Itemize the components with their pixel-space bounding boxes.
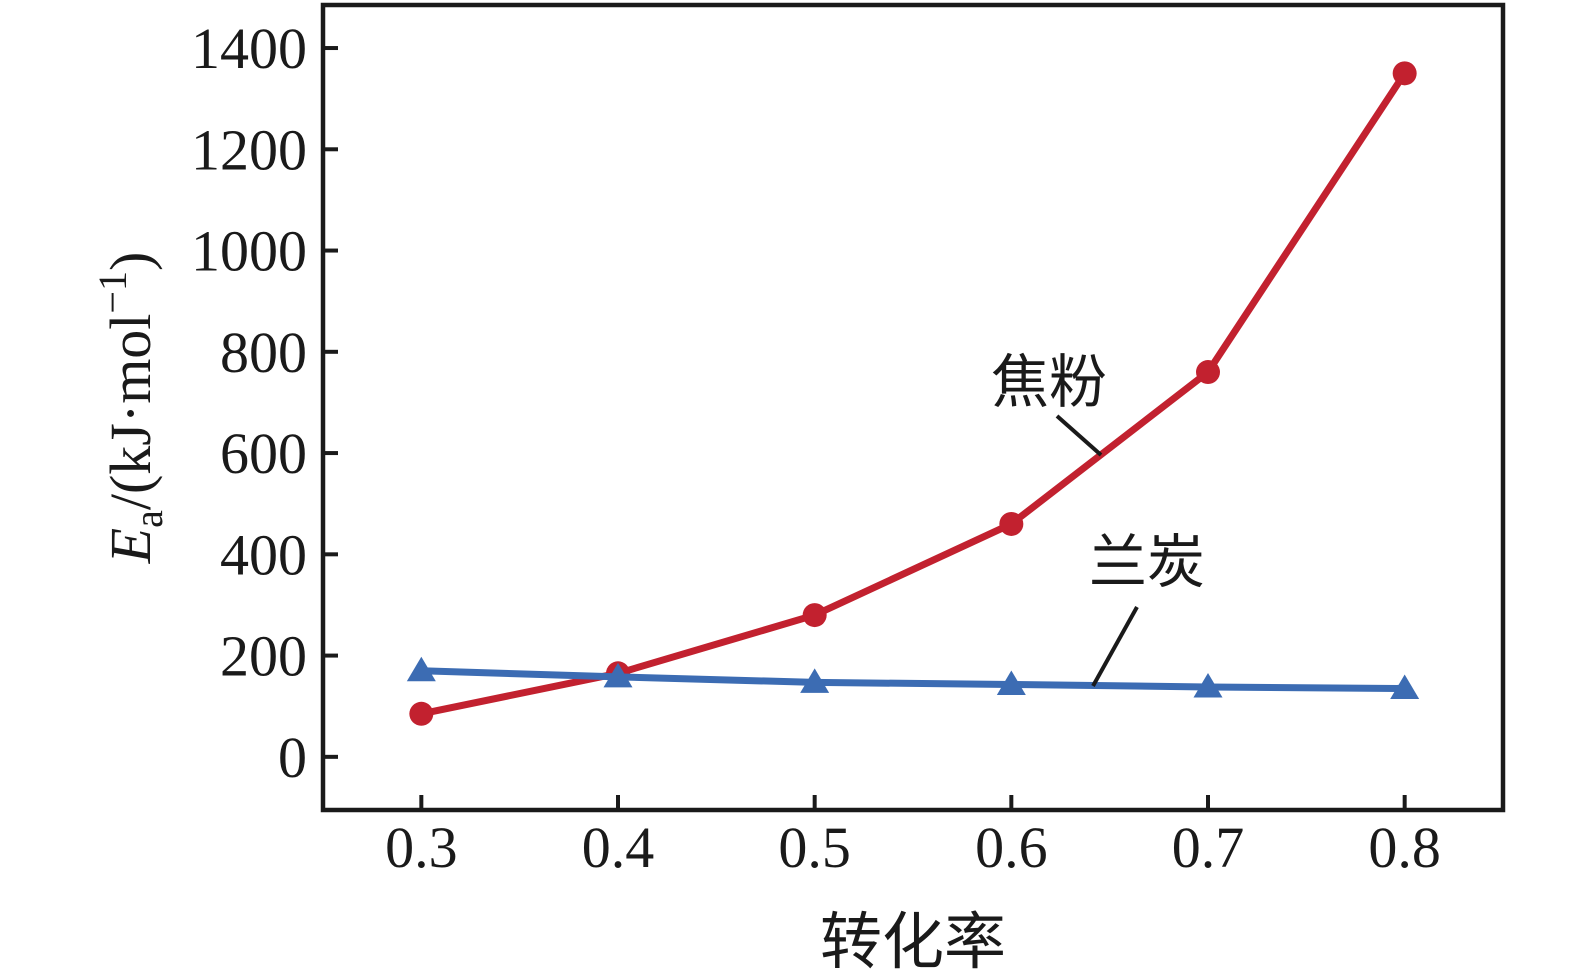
y-tick-label: 1000 xyxy=(191,219,307,284)
series-semi-coke-marker xyxy=(603,662,633,688)
x-tick-label: 0.7 xyxy=(1172,815,1245,880)
plot-frame xyxy=(320,2,1506,813)
y-tick-label: 0 xyxy=(278,725,307,790)
y-tick-label: 1400 xyxy=(191,16,307,81)
annotation-leader-line xyxy=(1055,414,1103,457)
series-coke-powder-marker xyxy=(1392,61,1417,86)
annotation-leader-line xyxy=(1091,606,1139,687)
y-tick-label: 200 xyxy=(220,624,307,689)
x-tick-label: 0.6 xyxy=(975,815,1048,880)
series-semi-coke-line xyxy=(421,667,1405,692)
series-coke-powder-line xyxy=(420,71,1408,718)
series-semi-coke-marker xyxy=(800,668,830,693)
series-semi-coke-marker xyxy=(406,656,436,682)
series-layer xyxy=(406,61,1420,726)
y-tick-label: 800 xyxy=(220,320,307,385)
series-semi-coke-marker xyxy=(1390,674,1420,699)
y-tick-label: 1200 xyxy=(191,117,307,182)
x-tick-label: 0.4 xyxy=(582,815,655,880)
axes-layer: 0 200 400 600 800 1000 1200 1400 0.3 0.4 0.5 0.6 0.7… xyxy=(191,2,1506,880)
series-semi-coke-marker xyxy=(1193,672,1223,698)
series-coke-powder-marker xyxy=(1196,360,1220,385)
series-coke-powder-marker xyxy=(802,603,827,628)
x-tick-label: 0.3 xyxy=(385,815,458,880)
series-semi-coke-marker xyxy=(996,670,1026,695)
series-coke-powder-marker xyxy=(999,511,1024,536)
series-coke-powder-marker xyxy=(409,701,434,726)
y-tick-label: 600 xyxy=(220,421,307,486)
series-label-semi-coke: 兰炭 xyxy=(1089,530,1205,595)
x-axis-label: 转化率 xyxy=(820,909,1006,975)
y-axis-label: Ea/(kJ·mol−1) xyxy=(90,252,171,565)
x-tick-label: 0.8 xyxy=(1368,815,1441,880)
x-tick-label: 0.5 xyxy=(778,815,851,880)
y-tick-label: 400 xyxy=(220,522,307,587)
series-label-coke-powder: 焦粉 xyxy=(991,350,1107,415)
